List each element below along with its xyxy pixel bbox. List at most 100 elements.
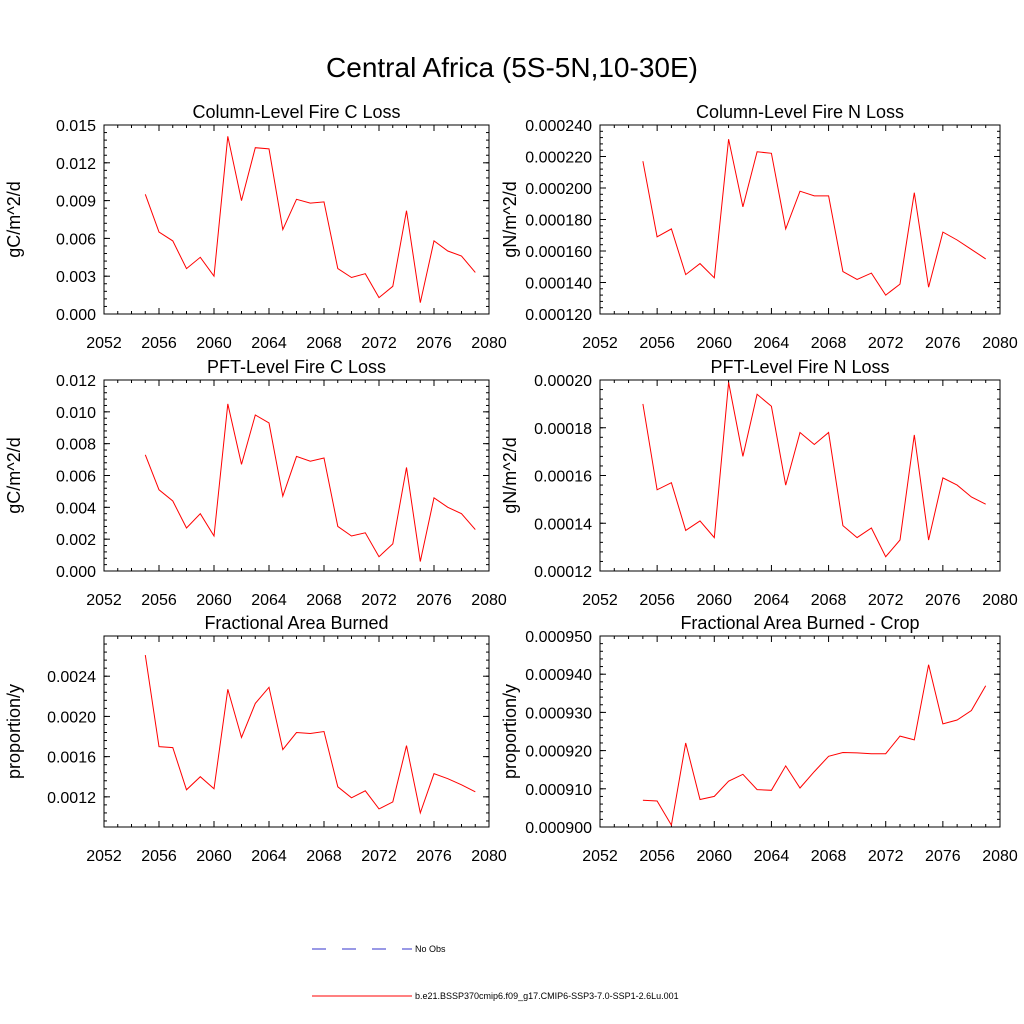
y-tick-label: 0.009 (56, 194, 96, 211)
x-tick-label: 2072 (868, 335, 904, 352)
x-tick-label: 2076 (416, 335, 452, 352)
y-axis-label: proportion/y (500, 684, 520, 779)
x-tick-label: 2056 (141, 848, 177, 865)
chart-panel-3: PFT-Level Fire C Loss gC/m^2/d 2052 2056 206… (4, 357, 507, 609)
series-line (144, 136, 476, 303)
x-tick-label: 2052 (86, 335, 122, 352)
y-tick-label: 0.0012 (47, 790, 96, 807)
y-tick-label: 0.0020 (47, 709, 96, 726)
legend-series-label: b.e21.BSSP370cmip6.f09_g17.CMIP6-SSP3-7.… (415, 991, 679, 1001)
x-tick-label: 2080 (982, 335, 1018, 352)
x-tick-label: 2060 (696, 592, 732, 609)
y-tick-label: 0.003 (56, 269, 96, 286)
x-tick-label: 2080 (471, 848, 507, 865)
x-tick-label: 2068 (306, 848, 342, 865)
x-tick-label: 2072 (868, 592, 904, 609)
x-tick-label: 2068 (811, 592, 847, 609)
chart-title: Column-Level Fire N Loss (696, 102, 904, 122)
x-tick-label: 2068 (811, 848, 847, 865)
chart-panel-4: PFT-Level Fire N Loss gN/m^2/d 2052 2056 206… (500, 357, 1018, 609)
y-tick-label: 0.000930 (525, 705, 592, 722)
y-tick-label: 0.000920 (525, 744, 592, 761)
y-tick-label: 0.012 (56, 156, 96, 173)
y-tick-label: 0.000950 (525, 629, 592, 646)
plot-frame (599, 379, 1001, 572)
x-tick-label: 2060 (196, 592, 232, 609)
x-tick-label: 2056 (639, 335, 675, 352)
y-tick-label: 0.000120 (525, 307, 592, 324)
x-tick-label: 2068 (306, 335, 342, 352)
y-tick-label: 0.000160 (525, 244, 592, 261)
x-tick-label: 2076 (925, 592, 961, 609)
y-tick-label: 0.000940 (525, 667, 592, 684)
x-tick-label: 2052 (582, 592, 618, 609)
y-tick-label: 0.006 (56, 469, 96, 486)
x-tick-label: 2056 (141, 335, 177, 352)
chart-panel-2: Column-Level Fire N Loss gN/m^2/d 2052 2056… (500, 102, 1018, 352)
x-tick-label: 2060 (696, 848, 732, 865)
x-tick-label: 2072 (361, 335, 397, 352)
y-tick-label: 0.000910 (525, 782, 592, 799)
series-line (642, 382, 986, 558)
x-tick-label: 2076 (416, 848, 452, 865)
series-line (144, 403, 476, 562)
y-tick-label: 0.000220 (525, 150, 592, 167)
y-tick-label: 0.004 (56, 500, 96, 517)
x-tick-label: 2080 (471, 592, 507, 609)
x-tick-label: 2052 (86, 592, 122, 609)
y-tick-label: 0.015 (56, 118, 96, 135)
x-tick-label: 2080 (471, 335, 507, 352)
x-tick-label: 2056 (639, 592, 675, 609)
y-tick-label: 0.002 (56, 532, 96, 549)
panels-container: Column-Level Fire C Loss gC/m^2/d 2052 2056… (4, 102, 1018, 865)
x-tick-label: 2064 (251, 848, 287, 865)
x-tick-label: 2052 (86, 848, 122, 865)
plot-frame (103, 635, 490, 828)
x-tick-label: 2080 (982, 848, 1018, 865)
x-tick-label: 2052 (582, 335, 618, 352)
y-axis-label: proportion/y (4, 684, 24, 779)
x-tick-label: 2076 (416, 592, 452, 609)
plot-frame (103, 124, 490, 315)
y-tick-label: 0.008 (56, 437, 96, 454)
y-tick-label: 0.00020 (534, 373, 592, 390)
y-axis-label: gC/m^2/d (4, 437, 24, 513)
plot-frame (599, 124, 1001, 315)
y-tick-label: 0.000 (56, 564, 96, 581)
x-tick-label: 2064 (754, 592, 790, 609)
x-tick-label: 2064 (754, 335, 790, 352)
x-tick-label: 2072 (868, 848, 904, 865)
series-line (642, 664, 987, 827)
y-tick-label: 0.000 (56, 307, 96, 324)
x-tick-label: 2080 (982, 592, 1018, 609)
x-tick-label: 2056 (141, 592, 177, 609)
chart-title: Fractional Area Burned (204, 613, 388, 633)
x-tick-label: 2064 (251, 335, 287, 352)
y-axis-label: gC/m^2/d (4, 181, 24, 257)
y-tick-label: 0.000240 (525, 118, 592, 135)
x-tick-label: 2056 (639, 848, 675, 865)
y-tick-label: 0.00012 (534, 564, 592, 581)
legend: No Obs b.e21.BSSP370cmip6.f09_g17.CMIP6-… (312, 944, 679, 1001)
x-tick-label: 2064 (754, 848, 790, 865)
x-tick-label: 2076 (925, 848, 961, 865)
x-tick-label: 2072 (361, 592, 397, 609)
x-tick-label: 2068 (306, 592, 342, 609)
x-tick-label: 2060 (196, 335, 232, 352)
chart-title: Fractional Area Burned - Crop (680, 613, 919, 633)
y-tick-label: 0.000180 (525, 213, 592, 230)
y-tick-label: 0.000900 (525, 820, 592, 837)
legend-no-obs-label: No Obs (415, 944, 446, 954)
page-title: Central Africa (5S-5N,10-30E) (326, 52, 698, 83)
plot-frame (103, 379, 490, 572)
x-tick-label: 2052 (582, 848, 618, 865)
y-tick-label: 0.0024 (47, 669, 96, 686)
y-axis-label: gN/m^2/d (500, 437, 520, 513)
chart-title: PFT-Level Fire N Loss (710, 357, 889, 377)
x-tick-label: 2068 (811, 335, 847, 352)
y-tick-label: 0.006 (56, 231, 96, 248)
chart-panel-5: Fractional Area Burned proportion/y 2052 20… (4, 613, 507, 865)
y-tick-label: 0.00018 (534, 421, 592, 438)
x-tick-label: 2060 (696, 335, 732, 352)
